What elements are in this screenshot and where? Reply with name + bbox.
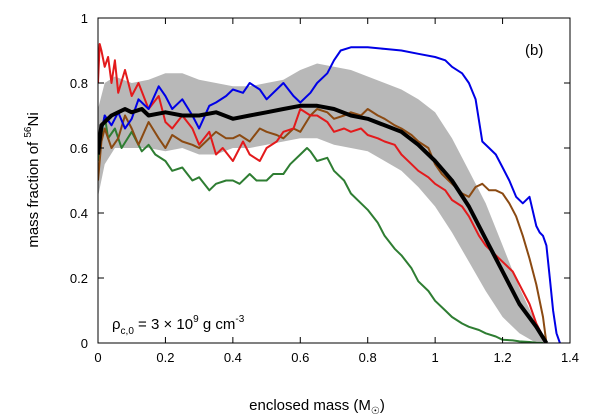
x-tick-label: 0.2 [156,350,174,365]
series-line-2 [98,108,548,343]
plot-frame [97,17,571,344]
panel-label: (b) [525,42,543,59]
plot-area [98,43,561,343]
x-axis-title: enclosed mass (M☉) [249,397,385,417]
axis-ticks: 0 0.2 0.4 0.6 0.8 1 1.2 1.4 0 0.2 0.4 0.6 0.8 1 [70,11,579,365]
y-tick-label: 0.6 [70,141,88,156]
x-tick-label: 1 [432,350,439,365]
x-tick-label: 0.4 [224,350,242,365]
y-tick-label: 0.8 [70,76,88,91]
y-tick-label: 0.4 [70,206,88,221]
y-tick-label: 0 [81,336,88,351]
series-line-1 [98,114,544,343]
x-tick-label: 1.4 [561,350,579,365]
x-tick-label: 0 [94,350,101,365]
x-tick-label: 1.2 [494,350,512,365]
series-line-3 [98,43,548,343]
series-line-4 [98,46,561,343]
y-axis-title: mass fraction of 56Ni [23,112,42,247]
x-tick-label: 0.6 [291,350,309,365]
density-annotation: ρc,0 = 3 × 109 g cm-3 [112,314,245,337]
series-line-5 [98,103,549,343]
y-tick-label: 0.2 [70,271,88,286]
y-tick-label: 1 [81,11,88,26]
x-tick-label: 0.8 [359,350,377,365]
